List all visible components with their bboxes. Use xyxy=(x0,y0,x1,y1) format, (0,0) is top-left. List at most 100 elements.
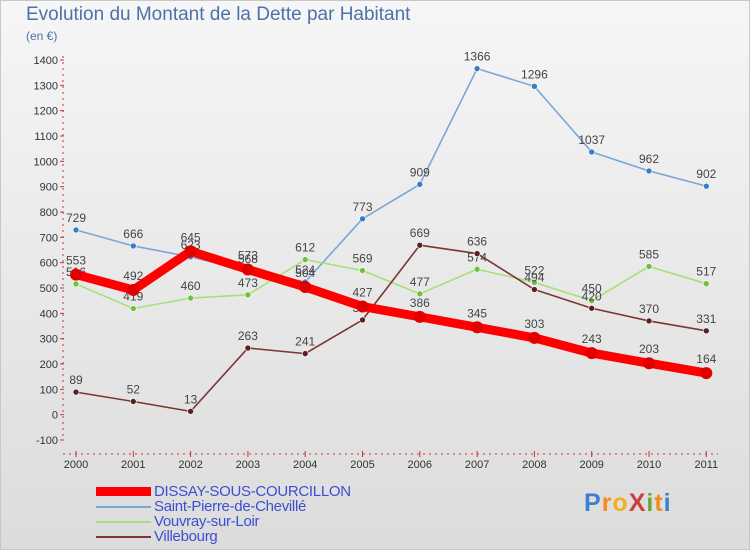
data-point xyxy=(301,350,309,357)
legend-item-dissay[interactable]: DISSAY-SOUS-COURCILLON xyxy=(96,483,351,500)
y-tick-label: 400 xyxy=(40,308,58,320)
data-point xyxy=(473,65,481,72)
y-tick-label: -100 xyxy=(36,435,58,447)
legend-label-dissay: DISSAY-SOUS-COURCILLON xyxy=(154,483,351,500)
data-point xyxy=(531,83,538,90)
data-point xyxy=(702,280,710,287)
data-label: 450 xyxy=(582,282,602,296)
legend-item-vouvray[interactable]: Vouvray-sur-Loir xyxy=(96,513,351,530)
x-tick-label: 2009 xyxy=(579,459,603,471)
series-line xyxy=(71,246,711,378)
y-tick-label: 900 xyxy=(40,182,58,194)
data-point xyxy=(471,321,484,334)
data-point xyxy=(359,267,366,274)
data-point xyxy=(299,280,312,293)
data-point xyxy=(130,398,137,405)
logo-letter: i xyxy=(646,489,655,517)
data-label: 427 xyxy=(352,285,372,299)
data-label: 612 xyxy=(295,241,315,255)
data-point xyxy=(301,256,309,263)
data-point xyxy=(187,294,194,302)
data-label: 370 xyxy=(639,302,659,316)
data-point xyxy=(702,327,710,335)
data-label: 13 xyxy=(184,392,198,406)
y-tick-label: 1100 xyxy=(34,131,58,143)
legend-swatch-dissay xyxy=(96,487,151,496)
data-point xyxy=(244,291,252,299)
data-label: 89 xyxy=(69,373,83,387)
x-tick-label: 2003 xyxy=(236,459,260,471)
data-label: 492 xyxy=(123,269,143,283)
data-label: 729 xyxy=(66,211,86,225)
x-tick-label: 2000 xyxy=(64,459,88,471)
data-point xyxy=(702,182,710,190)
y-tick-label: 600 xyxy=(40,258,58,270)
data-point xyxy=(645,317,653,325)
y-tick-label: 1300 xyxy=(34,80,58,92)
legend-swatch-vouvray xyxy=(96,520,151,523)
data-label: 331 xyxy=(696,312,716,326)
data-point xyxy=(187,408,194,415)
data-point xyxy=(645,263,653,270)
data-label: 1366 xyxy=(464,50,491,64)
data-label: 585 xyxy=(639,247,659,261)
y-tick-label: 0 xyxy=(52,410,58,422)
chart-legend: DISSAY-SOUS-COURCILLON Saint-Pierre-de-C… xyxy=(96,483,351,545)
logo-letter: t xyxy=(654,489,664,517)
data-point xyxy=(413,310,426,323)
data-label: 574 xyxy=(467,250,487,264)
data-point xyxy=(473,250,481,257)
logo-letter: r xyxy=(601,489,613,517)
data-point xyxy=(244,344,252,352)
data-point xyxy=(184,245,197,258)
legend-label-saint-pierre: Saint-Pierre-de-Chevillé xyxy=(154,498,307,515)
y-tick-label: 200 xyxy=(40,359,58,371)
data-label: 386 xyxy=(410,296,430,310)
data-point xyxy=(130,242,137,250)
data-point xyxy=(72,226,80,234)
data-point xyxy=(356,300,369,313)
x-tick-label: 2004 xyxy=(293,459,317,471)
data-label: 962 xyxy=(639,152,659,166)
x-tick-label: 2002 xyxy=(178,459,202,471)
x-tick-label: 2011 xyxy=(694,459,718,471)
data-label: 636 xyxy=(467,235,487,249)
logo-letter: i xyxy=(663,489,672,517)
y-tick-label: 500 xyxy=(40,283,58,295)
data-label: 573 xyxy=(238,249,258,263)
logo-letter: o xyxy=(612,489,629,517)
series-line xyxy=(75,244,708,413)
data-label: 517 xyxy=(696,265,716,279)
data-label: 569 xyxy=(352,252,372,266)
data-label: 522 xyxy=(524,263,544,277)
data-label: 553 xyxy=(66,254,86,268)
data-label: 494 xyxy=(524,271,544,285)
data-point xyxy=(588,297,596,304)
data-point xyxy=(645,167,653,175)
x-tick-label: 2001 xyxy=(121,459,145,471)
data-label: 504 xyxy=(295,266,315,280)
data-label: 645 xyxy=(181,230,201,244)
data-label: 669 xyxy=(410,226,430,240)
data-label: 164 xyxy=(696,352,716,366)
legend-item-villebourg[interactable]: Villebourg xyxy=(96,528,351,545)
y-tick-label: 700 xyxy=(40,232,58,244)
data-label: 773 xyxy=(352,200,372,214)
data-label: 420 xyxy=(582,289,602,303)
data-label: 524 xyxy=(295,263,315,277)
legend-label-vouvray: Vouvray-sur-Loir xyxy=(154,513,260,530)
x-tick-label: 2005 xyxy=(350,459,374,471)
data-label: 666 xyxy=(123,227,143,241)
data-point xyxy=(241,263,254,276)
data-label: 1037 xyxy=(578,133,605,147)
data-point xyxy=(416,290,424,298)
data-point xyxy=(416,181,424,188)
x-tick-label: 2006 xyxy=(408,459,432,471)
series-line xyxy=(75,67,708,283)
data-label: 460 xyxy=(181,279,201,293)
data-point xyxy=(130,305,137,312)
legend-label-villebourg: Villebourg xyxy=(154,528,218,545)
data-point xyxy=(473,265,481,273)
y-tick-label: 100 xyxy=(40,384,58,396)
legend-item-saint-pierre[interactable]: Saint-Pierre-de-Chevillé xyxy=(96,498,351,515)
